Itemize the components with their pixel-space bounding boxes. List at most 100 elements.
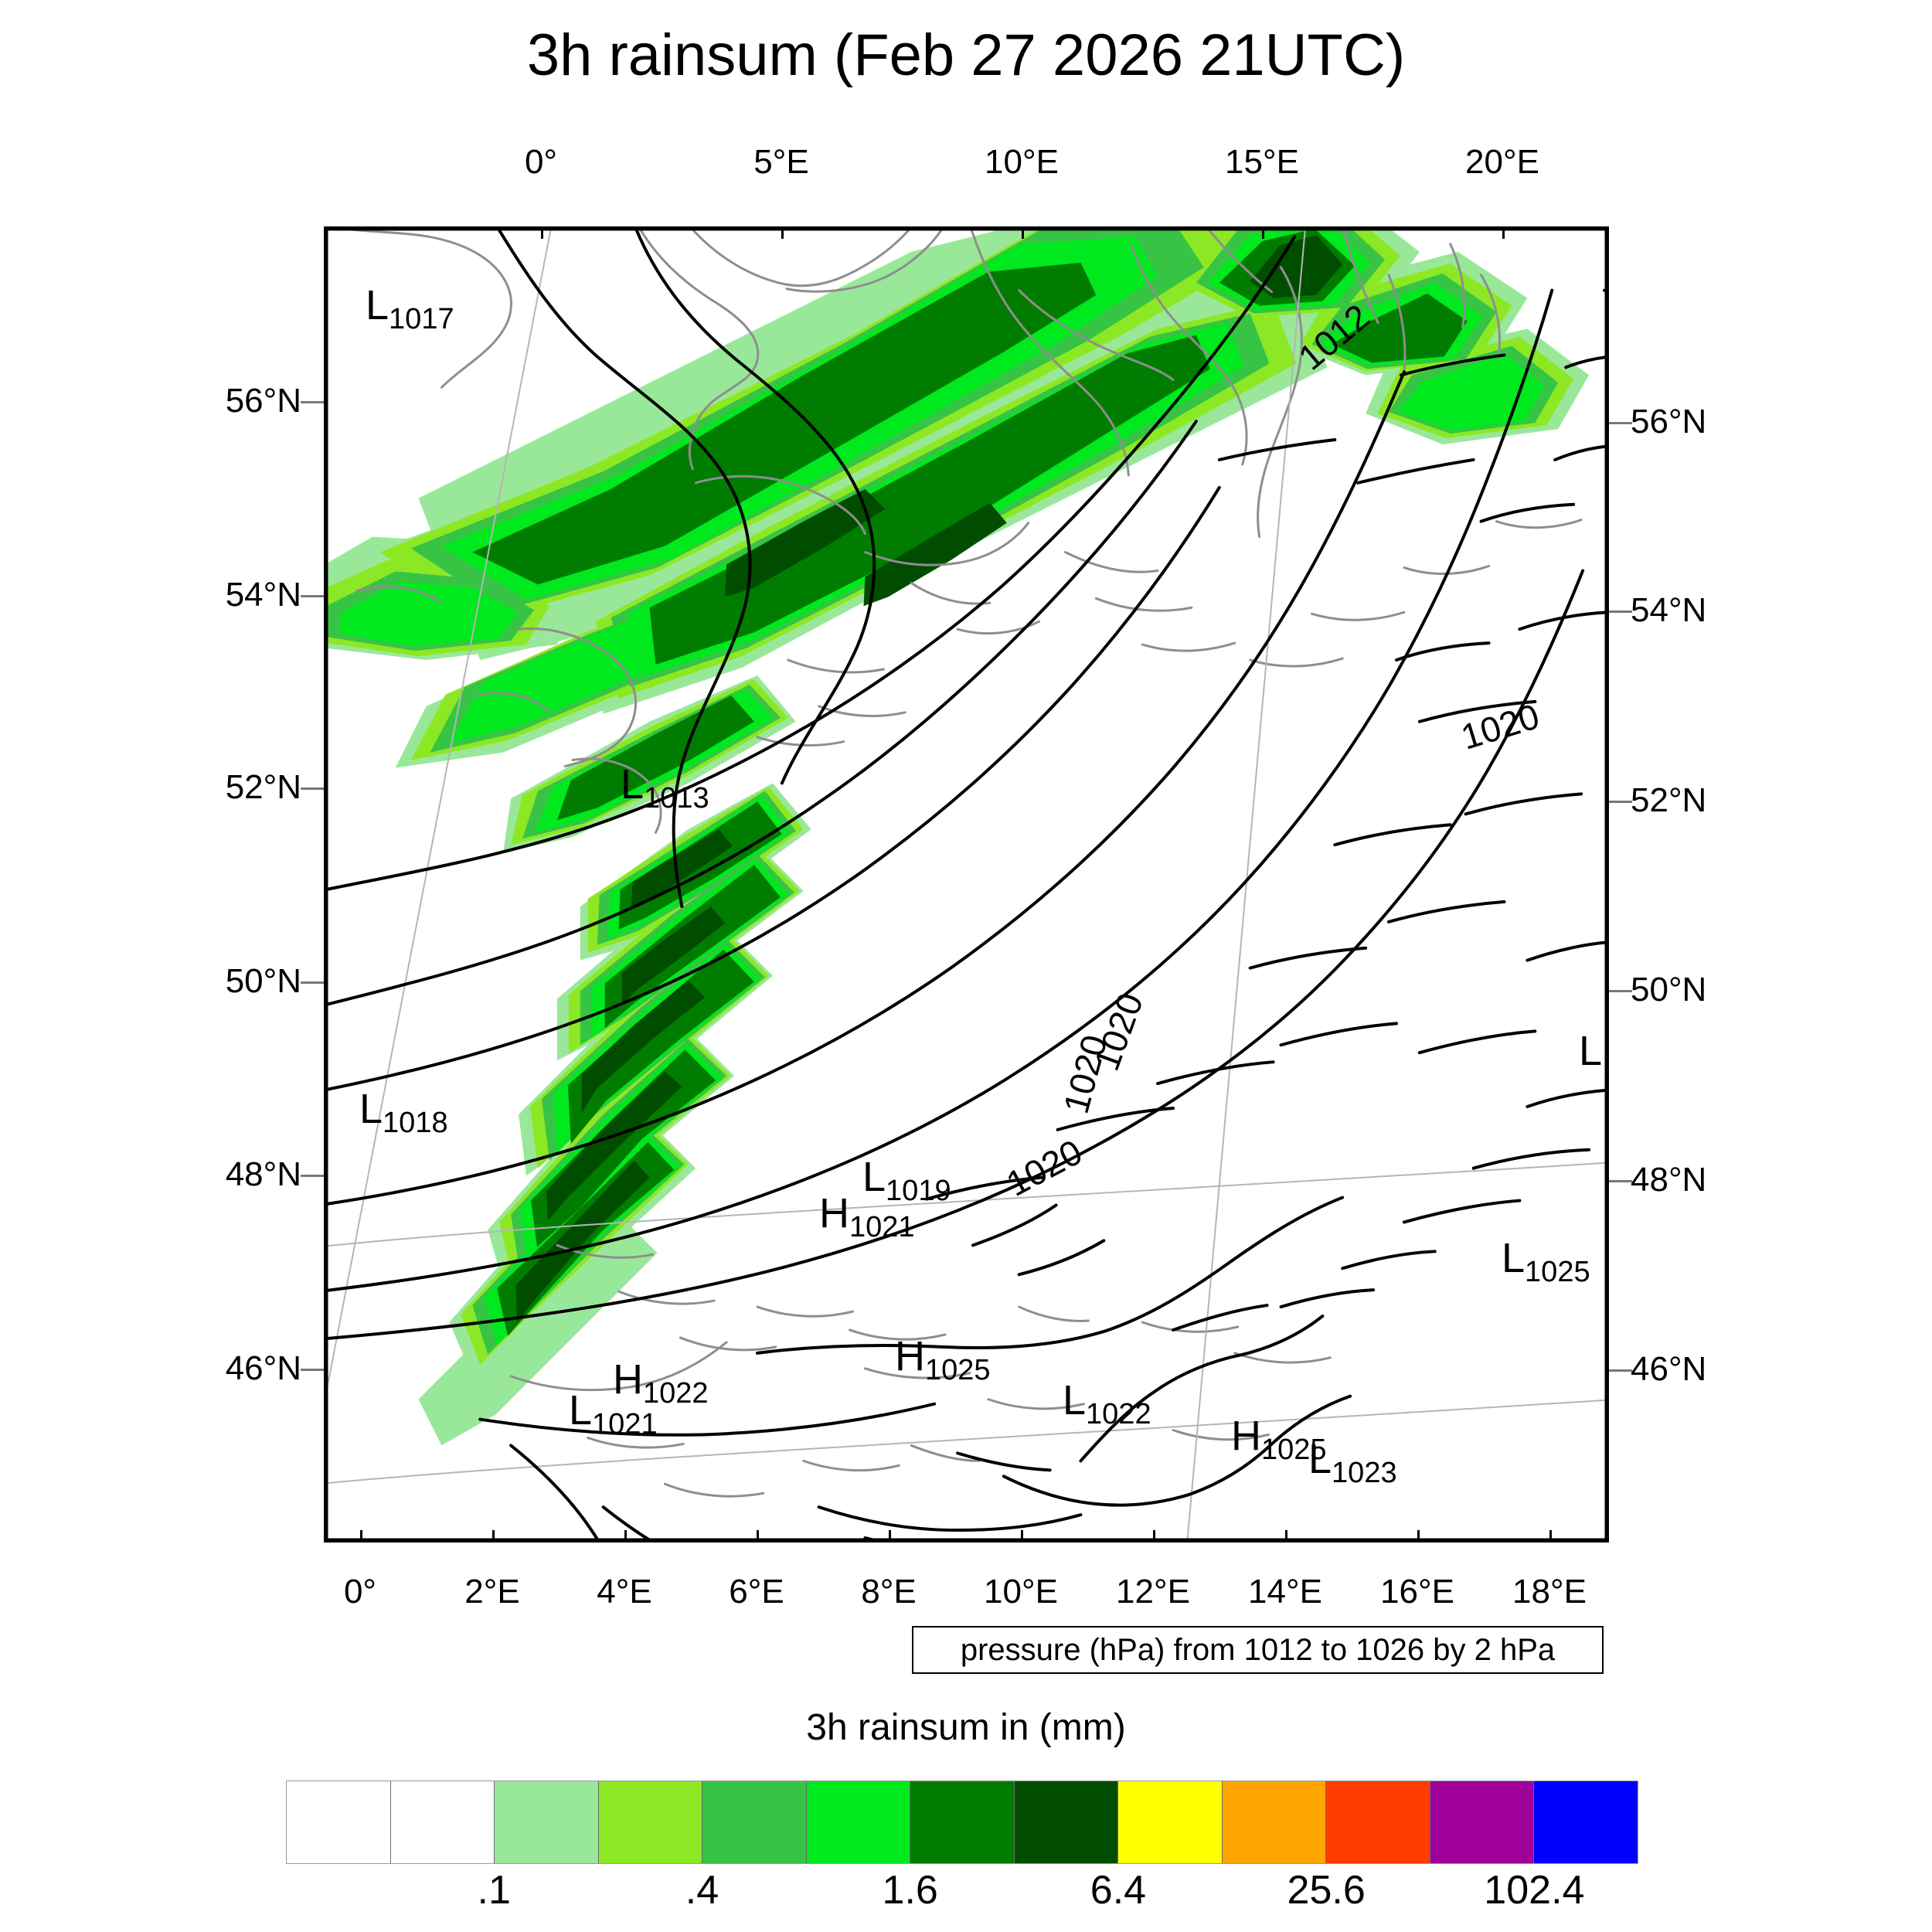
precipitation-field [326, 229, 1590, 1446]
axis-tick-mark [1417, 1530, 1420, 1543]
colorbar-swatch[interactable] [598, 1781, 703, 1863]
axis-tick-label: 0° [524, 143, 558, 181]
axis-tick-label: 50°N [1631, 971, 1707, 1009]
axis-tick-mark [1549, 1530, 1552, 1543]
pressure-system-value: 1023 [1332, 1457, 1397, 1489]
pressure-system-value: 1013 [644, 782, 709, 815]
axis-tick-label: 48°N [1631, 1161, 1707, 1199]
axis-tick-label: 2°E [464, 1573, 520, 1611]
axis-tick-label: 46°N [1631, 1350, 1707, 1388]
pressure-system-kind: L [359, 1086, 383, 1132]
colorbar-title: 3h rainsum in (mm) [806, 1707, 1126, 1748]
pressure-system-l-label: L1019 [862, 1156, 951, 1206]
map-canvas [326, 229, 1607, 1540]
colorbar-swatch[interactable] [1222, 1781, 1327, 1863]
pressure-system-kind: L [366, 282, 389, 328]
axis-tick-mark [360, 1530, 362, 1543]
colorbar-tick-label: .4 [685, 1868, 719, 1913]
pressure-system-value: 1022 [643, 1377, 709, 1410]
pressure-system-l-label: L [1579, 1030, 1602, 1072]
axis-tick-label: 8°E [861, 1573, 917, 1611]
axis-tick-mark [301, 595, 324, 597]
axis-tick-label: 50°N [225, 962, 301, 1000]
pressure-system-l-label: L1022 [1063, 1377, 1151, 1429]
axis-tick-label: 20°E [1465, 143, 1539, 181]
colorbar-swatch[interactable] [1326, 1781, 1430, 1863]
axis-tick-mark [301, 981, 324, 984]
axis-tick-label: 16°E [1380, 1573, 1454, 1611]
colorbar-tick-label: 25.6 [1287, 1868, 1366, 1913]
colorbar-swatch[interactable] [287, 1781, 391, 1863]
axis-tick-mark [541, 226, 543, 239]
axis-tick-label: 14°E [1248, 1573, 1322, 1611]
colorbar-swatch[interactable] [1430, 1781, 1535, 1863]
colorbar-swatch[interactable] [1534, 1781, 1638, 1863]
colorbar-tick-label: 6.4 [1090, 1868, 1147, 1913]
axis-tick-mark [1609, 801, 1632, 803]
pressure-system-value: 1021 [592, 1408, 658, 1440]
axis-tick-mark [781, 226, 784, 239]
axis-tick-mark [1262, 226, 1264, 239]
axis-tick-label: 18°E [1512, 1573, 1587, 1611]
pressure-system-value: 1018 [383, 1107, 448, 1139]
axis-tick-label: 56°N [1631, 403, 1707, 440]
axis-tick-mark [301, 787, 324, 790]
axis-tick-label: 46°N [225, 1349, 301, 1387]
pressure-system-value: 1025 [925, 1354, 991, 1386]
axis-tick-mark [492, 1530, 495, 1543]
pressure-system-kind: L [1063, 1377, 1087, 1423]
graticule [326, 229, 1607, 1540]
colorbar-swatch[interactable] [806, 1781, 911, 1863]
pressure-system-value: 1019 [886, 1175, 951, 1207]
pressure-system-kind: H [1231, 1413, 1261, 1459]
pressure-legend-box: pressure (hPa) from 1012 to 1026 by 2 hP… [912, 1626, 1604, 1674]
colorbar-swatch[interactable] [702, 1781, 807, 1863]
pressure-system-kind: H [895, 1333, 925, 1379]
axis-tick-mark [757, 1530, 759, 1543]
axis-tick-label: 10°E [984, 1573, 1058, 1611]
axis-tick-label: 15°E [1225, 143, 1299, 181]
pressure-system-value: 1025 [1261, 1434, 1327, 1466]
map-panel[interactable]: L1017 L1013 L1018 L1019 H1021 H1025 H1022 L1021… [324, 226, 1609, 1543]
pressure-system-l-label: L1017 [366, 282, 454, 334]
axis-tick-mark [1609, 1180, 1632, 1182]
axis-tick-label: 10°E [985, 143, 1059, 181]
axis-tick-mark [301, 401, 324, 403]
axis-tick-mark [1285, 1530, 1287, 1543]
colorbar-swatch[interactable] [1118, 1781, 1223, 1863]
axis-tick-label: 52°N [225, 768, 301, 806]
pressure-system-kind: L [621, 761, 645, 808]
axis-tick-mark [301, 1175, 324, 1177]
axis-tick-label: 54°N [1631, 591, 1707, 629]
pressure-system-h-label: H1022 [613, 1356, 709, 1408]
axis-tick-label: 54°N [225, 576, 301, 614]
pressure-system-l-label: L1025 [1502, 1237, 1590, 1287]
pressure-system-kind: L [1579, 1028, 1603, 1074]
colorbar-swatches[interactable] [286, 1781, 1638, 1864]
axis-tick-label: 0° [343, 1573, 377, 1611]
pressure-system-h-label: H1021 [819, 1190, 915, 1242]
pressure-legend-text: pressure (hPa) from 1012 to 1026 by 2 hP… [960, 1632, 1556, 1667]
pressure-system-value: 1021 [849, 1211, 915, 1243]
colorbar-swatch[interactable] [910, 1781, 1015, 1863]
pressure-system-l-label: L1023 [1308, 1438, 1397, 1488]
coastlines [336, 229, 1583, 1498]
pressure-system-kind: H [613, 1356, 643, 1403]
colorbar-swatch[interactable] [1014, 1781, 1119, 1863]
page-title: 3h rainsum (Feb 27 2026 21UTC) [526, 22, 1406, 88]
axis-tick-mark [301, 1369, 324, 1371]
axis-tick-label: 12°E [1116, 1573, 1190, 1611]
colorbar-swatch[interactable] [495, 1781, 599, 1863]
axis-tick-mark [889, 1530, 891, 1543]
axis-tick-mark [1609, 611, 1632, 613]
axis-tick-mark [1022, 226, 1024, 239]
colorbar-swatch[interactable] [390, 1781, 495, 1863]
axis-tick-label: 6°E [729, 1573, 784, 1611]
colorbar[interactable]: .1 .4 1.6 6.4 25.6 102.4 [286, 1781, 1638, 1913]
axis-tick-mark [1609, 1369, 1632, 1372]
pressure-system-kind: H [819, 1190, 849, 1236]
axis-tick-mark [1502, 226, 1505, 239]
colorbar-tick-label: .1 [477, 1868, 511, 1913]
pressure-contours [326, 229, 1607, 1540]
